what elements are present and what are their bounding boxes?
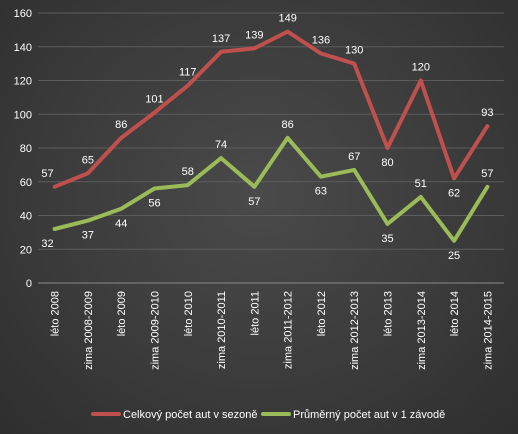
- x-tick-label: léto 2012: [316, 291, 328, 336]
- data-label: 67: [348, 151, 360, 163]
- y-tick-label: 100: [14, 109, 32, 121]
- data-label: 57: [248, 196, 260, 208]
- x-tick-label: zima 2009-2010: [150, 291, 162, 370]
- y-tick-label: 160: [14, 8, 32, 20]
- x-tick-label: léto 2010: [183, 291, 195, 336]
- x-tick-label: zima 2010-2011: [216, 291, 228, 369]
- data-label: 86: [282, 119, 294, 131]
- data-label: 74: [215, 139, 227, 151]
- y-tick-label: 20: [20, 244, 32, 256]
- data-label: 35: [381, 233, 393, 245]
- y-tick-label: 60: [20, 177, 32, 189]
- data-label: 117: [179, 67, 197, 79]
- legend-label: Průměrný počet aut v 1 závodě: [293, 409, 445, 421]
- data-label: 58: [182, 166, 194, 178]
- data-label: 149: [278, 13, 296, 25]
- x-tick-label: léto 2011: [249, 291, 261, 335]
- series-line-1: [52, 29, 490, 189]
- series-line-2: [52, 135, 490, 243]
- x-tick-label: léto 2009: [116, 291, 128, 336]
- data-label: 32: [41, 238, 53, 250]
- legend-label: Celkový počet aut v sezoně: [123, 409, 258, 421]
- data-label: 65: [82, 154, 94, 166]
- data-label: 51: [415, 178, 427, 190]
- data-label: 57: [481, 168, 493, 180]
- y-tick-label: 80: [20, 143, 32, 155]
- x-tick-label: zima 2014-2015: [482, 291, 494, 370]
- data-label: 44: [115, 218, 127, 230]
- data-label: 130: [345, 45, 363, 57]
- data-label: 62: [448, 187, 460, 199]
- x-tick-label: léto 2014: [449, 291, 461, 336]
- data-label: 80: [381, 157, 393, 169]
- data-label: 56: [148, 198, 160, 210]
- data-label: 137: [212, 33, 230, 45]
- data-label: 139: [245, 29, 263, 41]
- y-tick-label: 120: [14, 76, 32, 88]
- x-tick-label: zima 2012-2013: [349, 291, 361, 370]
- data-label: 120: [412, 62, 430, 74]
- x-tick-label: léto 2008: [50, 291, 62, 336]
- x-tick-label: zima 2011-2012: [283, 291, 295, 369]
- data-label: 25: [448, 250, 460, 262]
- data-label: 63: [315, 186, 327, 198]
- y-tick-label: 0: [26, 278, 32, 290]
- data-label: 37: [82, 230, 94, 242]
- x-tick-label: léto 2013: [383, 291, 395, 336]
- y-tick-label: 140: [14, 42, 32, 54]
- data-label: 136: [312, 35, 330, 47]
- data-label: 86: [115, 119, 127, 131]
- data-label: 93: [481, 107, 493, 119]
- data-label: 101: [145, 94, 163, 106]
- y-tick-label: 40: [20, 211, 32, 223]
- data-label: 57: [41, 168, 53, 180]
- x-tick-label: zima 2008-2009: [83, 291, 95, 370]
- x-tick-label: zima 2013-2014: [416, 291, 428, 370]
